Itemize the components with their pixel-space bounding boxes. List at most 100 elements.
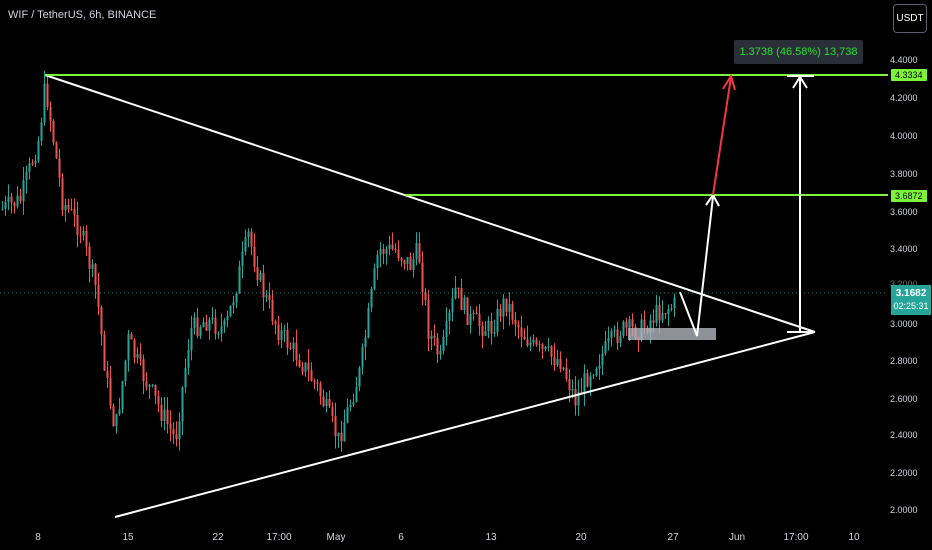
candle-body [511,303,514,320]
candle-body [460,287,463,311]
candle-body [583,373,586,393]
candle-body [340,432,343,442]
candle-body [193,317,196,329]
candle-body [100,307,103,335]
currency-button[interactable]: USDT [893,4,927,33]
candle-body [664,313,667,315]
candle-body [88,246,91,269]
candle-body [217,333,220,335]
time-tick: May [326,532,346,543]
time-tick: 17:00 [783,532,809,543]
candle-body [187,350,190,368]
projected-target-line[interactable] [712,76,732,196]
candle-body [487,320,490,332]
projected-target-arrowhead [722,73,736,91]
level-price-tag: 3.6872 [891,190,927,202]
candle-body [508,303,511,312]
candle-body [157,395,160,405]
candle-body [151,384,154,386]
candle-body [403,260,406,265]
lower-trendline[interactable] [114,331,816,518]
candle-body [163,409,166,421]
candle-body [166,409,169,424]
price-tick: 4.4000 [890,55,918,65]
candle-body [496,308,499,333]
last-price: 3.1682 [895,288,927,299]
candle-body [343,422,346,442]
candle-body [178,421,181,439]
candle-body [19,195,22,202]
candle-body [337,432,340,437]
candle-body [556,358,559,366]
candle-body [466,297,469,325]
candle-body [418,243,421,263]
retest-zone[interactable] [628,328,716,340]
projected-path[interactable] [679,196,714,337]
candle-body [262,273,265,298]
candle-body [628,319,631,328]
candle-body [106,370,109,378]
candle-body [139,353,142,360]
measure-label: 1.3738 (46.58%) 13,738 [734,40,863,64]
candle-body [184,367,187,388]
candle-body [658,305,661,321]
candle-body [550,346,553,357]
candle-body [346,407,349,423]
candle-body [271,300,274,322]
candle-body [199,327,202,337]
candle-body [454,287,457,299]
candle-body [367,307,370,338]
candle-body [379,249,382,255]
candle-body [79,235,82,237]
candle-body [562,367,565,370]
candle-body [277,324,280,341]
candle-body [535,339,538,345]
price-tick: 2.0000 [890,505,918,515]
candle-body [115,413,118,427]
candle-body [475,313,478,315]
candle-body [325,399,328,407]
candle-body [172,429,175,435]
candle-body [274,321,277,325]
candle-body [286,329,289,348]
candle-body [655,305,658,323]
candle-body [445,321,448,337]
candle-body [577,391,580,406]
candle-body [148,384,151,387]
upper-trendline[interactable] [44,74,816,333]
candle-body [451,298,454,313]
candle-body [235,293,238,303]
symbol-title[interactable]: WIF / TetherUS, 6h, BINANCE [8,9,157,21]
candle-body [397,249,400,259]
candle-body [37,141,40,161]
candle-body [592,375,595,377]
price-tick: 4.0000 [890,131,918,141]
candle-body [46,83,49,107]
candle-body [76,214,79,236]
candle-body [67,204,70,209]
candle-body [292,342,295,349]
candle-body [295,342,298,361]
candle-body [289,347,292,349]
candle-body [112,405,115,427]
candle-body [61,177,64,211]
candle-body [181,387,184,422]
candle-body [544,346,547,350]
candle-body [247,231,250,238]
candle-body [490,320,493,334]
candle-body [412,259,415,270]
candle-body [331,406,334,416]
candle-body [457,287,460,289]
candle-body [604,341,607,354]
candle-body [256,267,259,281]
candle-body [55,142,58,159]
candle-body [589,376,592,387]
candle-body [301,366,304,372]
candle-body [370,288,373,308]
candle-body [643,319,646,328]
candle-body [619,335,622,343]
candle-body [673,297,676,309]
candle-body [481,325,484,336]
candle-body [463,297,466,311]
